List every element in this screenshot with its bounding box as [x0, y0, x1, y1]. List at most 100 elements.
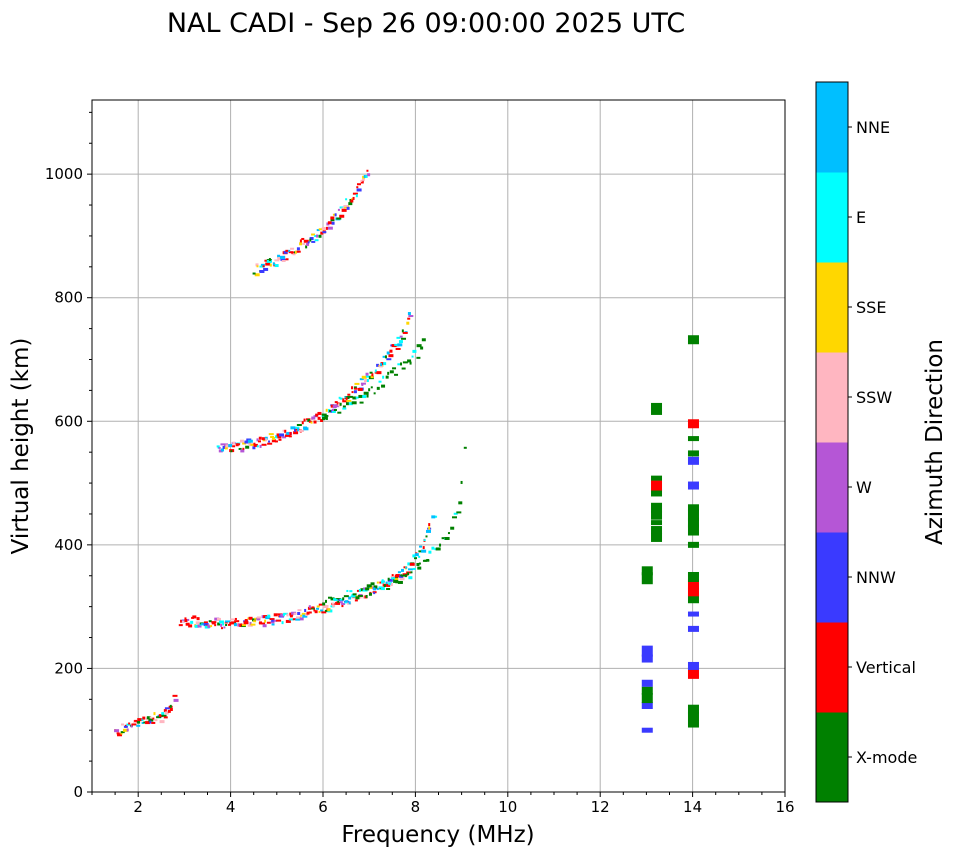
echo-point	[120, 723, 124, 726]
echo-point	[407, 312, 411, 316]
echo-point	[388, 582, 393, 586]
echo-point	[281, 621, 284, 625]
echo-point	[308, 420, 312, 423]
echo-point	[322, 416, 327, 420]
echo-point	[362, 175, 366, 179]
echo-point	[395, 347, 401, 350]
echo-point	[120, 731, 125, 734]
echo-point	[224, 446, 228, 450]
echo-point	[230, 450, 233, 453]
echo-point	[221, 627, 224, 630]
echo-point	[283, 250, 288, 254]
echo-point	[207, 624, 210, 627]
echo-point	[408, 315, 414, 318]
echo-point	[159, 720, 165, 724]
echo-point	[279, 433, 285, 437]
echo-point	[352, 196, 355, 200]
echo-point	[418, 555, 421, 558]
echo-point	[195, 621, 200, 625]
echo-point	[277, 613, 283, 616]
echo-point	[164, 711, 169, 715]
echo-point	[397, 343, 403, 347]
echo-point	[400, 568, 404, 572]
echo-point	[348, 596, 352, 600]
echo-point	[407, 359, 412, 363]
echo-point	[264, 619, 267, 623]
echo-point	[190, 620, 194, 624]
echo-point	[337, 411, 342, 414]
echo-point	[303, 239, 309, 243]
colorbar-label-sse: SSE	[856, 298, 886, 317]
echo-point	[164, 707, 170, 710]
echo-point	[322, 605, 326, 608]
echo-point	[306, 242, 310, 246]
echo-point	[371, 373, 374, 377]
echo-point	[390, 576, 396, 579]
echo-point	[419, 545, 423, 548]
echo-point	[142, 716, 146, 720]
echo-point	[687, 509, 699, 522]
echo-point	[687, 436, 699, 442]
echo-point	[687, 481, 699, 490]
echo-point	[316, 234, 319, 238]
echo-point	[378, 586, 383, 589]
echo-point	[425, 535, 428, 538]
echo-point	[354, 599, 358, 602]
echo-point	[225, 624, 228, 627]
echo-point	[359, 401, 364, 404]
echo-point	[343, 595, 349, 598]
echo-point	[412, 349, 417, 353]
echo-point	[302, 242, 306, 245]
x-tick-label: 16	[775, 798, 794, 816]
echo-point	[122, 728, 128, 732]
echo-point	[233, 623, 237, 627]
echo-point	[337, 403, 341, 407]
colorbar-swatch-w	[816, 442, 848, 533]
echo-point	[651, 502, 663, 513]
echo-point	[341, 604, 344, 608]
echo-point	[282, 614, 285, 617]
echo-point	[375, 585, 378, 589]
echo-point	[328, 410, 331, 413]
echo-point	[401, 574, 406, 577]
echo-point	[134, 719, 138, 722]
echo-point	[270, 621, 275, 624]
echo-point	[218, 446, 221, 449]
echo-point	[296, 250, 301, 253]
echo-point	[356, 186, 359, 189]
echo-point	[404, 574, 407, 578]
echo-point	[416, 344, 422, 348]
echo-point	[397, 580, 403, 584]
echo-point	[278, 438, 282, 441]
echo-point	[376, 386, 380, 390]
echo-point	[405, 566, 408, 569]
echo-point	[218, 620, 224, 624]
echo-point	[447, 532, 450, 535]
echo-point	[311, 240, 316, 243]
echo-point	[345, 198, 348, 201]
echo-point	[301, 612, 306, 615]
echo-point	[641, 679, 653, 687]
echo-point	[341, 207, 346, 210]
echo-point	[641, 727, 653, 733]
echo-point	[387, 578, 393, 582]
echo-point	[651, 532, 663, 542]
echo-point	[298, 429, 304, 432]
echo-point	[366, 584, 372, 588]
echo-point	[250, 443, 256, 446]
echo-point	[317, 416, 321, 420]
echo-point	[289, 432, 292, 436]
echo-point	[259, 269, 265, 273]
echo-point	[191, 616, 195, 619]
echo-point	[358, 589, 361, 593]
echo-point	[331, 410, 336, 413]
echo-point	[185, 622, 190, 626]
echo-point	[339, 601, 343, 604]
echo-point	[284, 429, 287, 433]
echo-point	[307, 606, 311, 610]
echo-point	[338, 396, 341, 399]
echo-point	[651, 520, 663, 526]
echo-point	[325, 416, 328, 420]
echo-point	[452, 516, 458, 519]
